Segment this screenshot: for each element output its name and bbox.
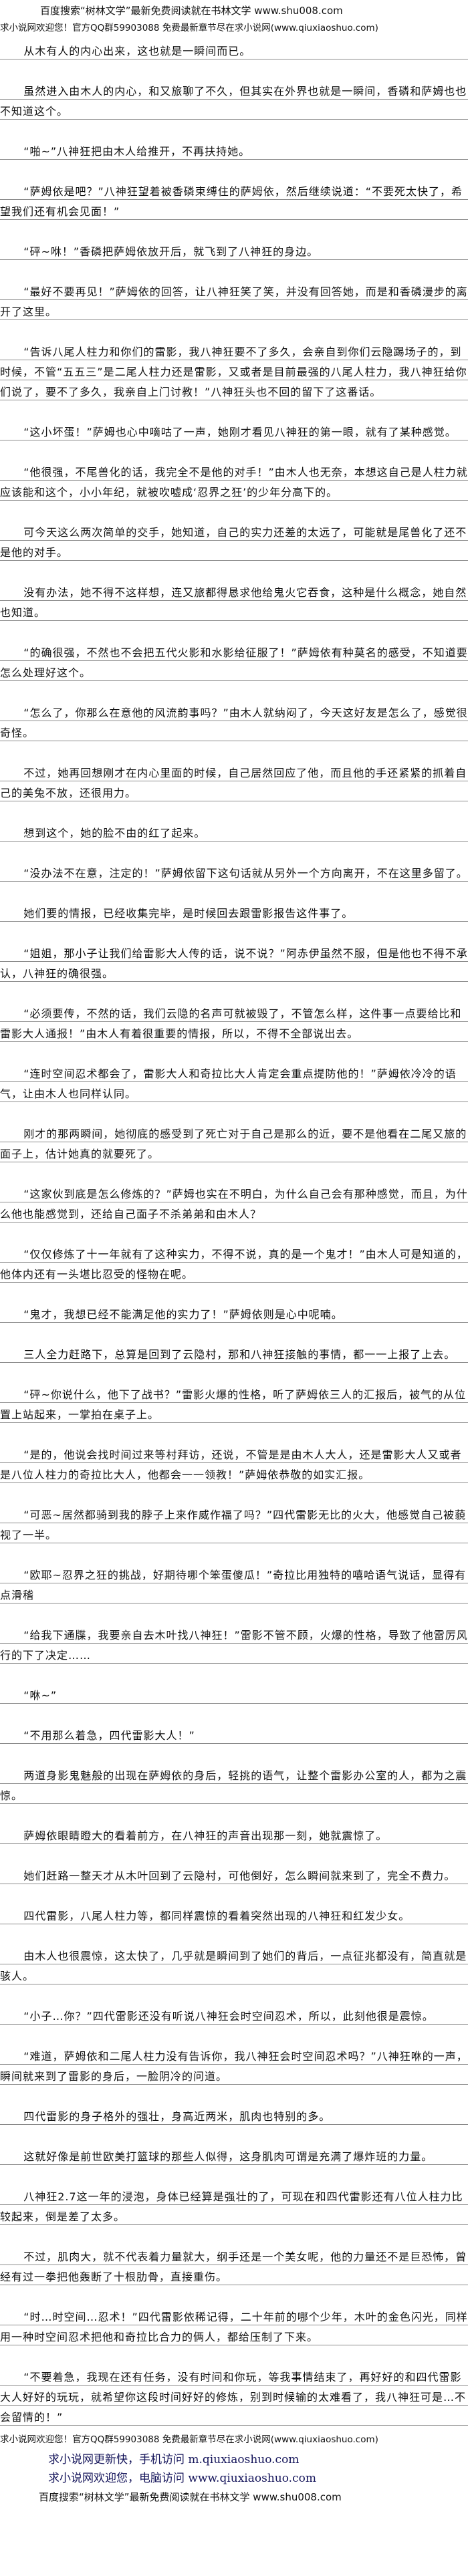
paragraph: 不过，肌肉大，就不代表着力量就大，纲手还是一个美女呢，他的力量还不是巨恐怖，曾经… [0,2247,468,2287]
paragraph: “难道，萨姆依和二尾人柱力没有告诉你，我八神狂会时空间忍术吗？”八神狂咻的一声，… [0,2047,468,2087]
paragraph: “啪~”八神狂把由木人给推开，不再扶持她。 [0,142,468,162]
paragraph: 不过，她再回想刚才在内心里面的时候，自己居然回应了他，而且他的手还紧紧的抓着自己… [0,763,468,803]
paragraph: “砰~咻！”香磷把萨姆依放开后，就飞到了八神狂的身边。 [0,242,468,262]
mobile-link[interactable]: 求小说网更新快，手机访问 m.qiuxiaoshuo.com [48,2453,300,2466]
paragraph: “给我下通牒，我要亲自去木叶找八神狂！”雷影不管不顾，火爆的性格，导致了他雷厉风… [0,1626,468,1666]
paragraph: “欧耶~忍界之狂的挑战，好期待哪个笨蛋傻瓜！”奇拉比用独特的嘻哈语气说话，显得有… [0,1565,468,1605]
chapter-body: 从木有人的内心出来，这也就是一瞬间而已。虽然进入由木人的内心，和又旅聊了不久，但… [0,41,468,2428]
paragraph: 由木人也很震惊，这太快了，几乎就是瞬间到了她们的背后，一点征兆都没有，简直就是骇… [0,1946,468,1986]
paragraph: 可今天这么两次简单的交手，她知道，自己的实力还差的太远了，可能就是尾兽化了还不是… [0,523,468,563]
paragraph: “怎么了，你那么在意他的风流韵事吗？”由木人就纳闷了，今天这好友是怎么了，感觉很… [0,703,468,743]
paragraph: 三人全力赶路下，总算是回到了云隐村，那和八神狂接触的事情，都一一上报了上去。 [0,1345,468,1365]
paragraph: “最好不要再见！”萨姆依的回答，让八神狂笑了笑，并没有回答她，而是和香磷漫步的离… [0,282,468,322]
paragraph: 她们赶路一整天才从木叶回到了云隐村，可他倒好，怎么瞬间就来到了，完全不费力。 [0,1866,468,1886]
paragraph: 四代雷影，八尾人柱力等，都同样震惊的看着突然出现的八神狂和红发少女。 [0,1906,468,1926]
paragraph: “姐姐，那小子让我们给雷影大人传的话，说不说？”阿赤伊虽然不服，但是他也不得不承… [0,944,468,984]
footer-welcome-line: 求小说网欢迎您！官方QQ群59903088 免费最新章节尽在求小说网(www.q… [0,2434,378,2445]
paragraph: “连时空间忍术都会了，雷影大人和奇拉比大人肯定会重点提防他的！”萨姆依冷冷的语气… [0,1064,468,1104]
paragraph: 萨姆依眼睛瞪大的看着前方，在八神狂的声音出现那一刻，她就震惊了。 [0,1826,468,1846]
paragraph: “不用那么着急，四代雷影大人！” [0,1726,468,1746]
paragraph: “鬼才，我想已经不能满足他的实力了！”萨姆依则是心中呢喃。 [0,1305,468,1325]
paragraph: “必须要传，不然的话，我们云隐的名声可就被毁了，不管怎么样，这件事一点要给比和雷… [0,1004,468,1044]
paragraph: 两道身影鬼魅般的出现在萨姆依的身后，轻挑的语气，让整个雷影办公室的人，都为之震惊… [0,1766,468,1806]
paragraph: 她们要的情报，已经收集完毕，是时候回去跟雷影报告这件事了。 [0,904,468,924]
paragraph: 从木有人的内心出来，这也就是一瞬间而已。 [0,41,468,61]
page-footer: 求小说网欢迎您！官方QQ群59903088 免费最新章节尽在求小说网(www.q… [0,2433,468,2508]
paragraph: “这家伙到底是怎么修炼的？”萨姆也实在不明白，为什么自己会有那种感觉，而且，为什… [0,1184,468,1225]
top-banner: 百度搜索“树林文学”最新免费阅读就在书林文学 www.shu008.com [40,5,343,17]
paragraph: “萨姆依是吧？”八神狂望着被香磷束缚住的萨姆依，然后继续说道：“不要死太快了，希… [0,182,468,222]
paragraph: 虽然进入由木人的内心，和又旅聊了不久，但其实在外界也就是一瞬间，香磷和萨姆也也不… [0,82,468,122]
desktop-link[interactable]: 求小说网欢迎您，电脑访问 www.qiuxiaoshuo.com [48,2472,316,2485]
paragraph: “的确很强，不然也不会把五代火影和水影给征服了！”萨姆依有种莫名的感受，不知道要… [0,643,468,683]
paragraph: “告诉八尾人柱力和你们的雷影，我八神狂要不了多久，会亲自到你们云隐踢场子的，到时… [0,342,468,402]
paragraph: “时…时空间…忍术！”四代雷影依稀记得，二十年前的哪个少年，木叶的金色闪光，同样… [0,2307,468,2347]
paragraph: “仅仅修炼了十一年就有了这种实力，不得不说，真的是一个鬼才！”由木人可是知道的，… [0,1245,468,1285]
paragraph: “小子…你？”四代雷影还没有听说八神狂会时空间忍术，所以，此刻他很是震惊。 [0,2007,468,2027]
paragraph: “这小坏蛋！”萨姆也心中嘀咕了一声，她刚才看见八神狂的第一眼，就有了某种感觉。 [0,422,468,442]
paragraph: 想到这个，她的脸不由的红了起来。 [0,823,468,844]
page-header: 百度搜索“树林文学”最新免费阅读就在书林文学 www.shu008.com 求小… [0,0,468,39]
paragraph: 这就好像是前世欧美打篮球的那些人似得，这身肌肉可谓是充满了爆炸班的力量。 [0,2147,468,2167]
paragraph: “没办法不在意，注定的！”萨姆依留下这句话就从另外一个方向离开，不在这里多留了。 [0,864,468,884]
paragraph: “是的，他说会找时间过来等村拜访，还说，不管是是由木人大人，还是雷影大人又或者是… [0,1445,468,1485]
paragraph: 八神狂2.7这一年的浸泡，身体已经算是强壮的了，可现在和四代雷影还有八位人柱力比… [0,2187,468,2227]
paragraph: “可恶~居然都骑到我的脖子上来作威作福了吗？”四代雷影无比的火大，他感觉自己被藐… [0,1505,468,1545]
welcome-line: 求小说网欢迎您！官方QQ群59903088 免费最新章节尽在求小说网(www.q… [0,23,378,33]
paragraph: 没有办法，她不得不这样想，连又旅都得恳求他给鬼火它吞食，这种是什么概念，她自然也… [0,583,468,623]
paragraph: “他很强，不尾兽化的话，我完全不是他的对手！”由木人也无奈，本想这自己是人柱力就… [0,463,468,503]
paragraph: 刚才的那两瞬间，她彻底的感受到了死亡对于自己是那么的近，要不是他看在二尾又旅的面… [0,1124,468,1164]
paragraph: 四代雷影的身子格外的强壮，身高近两米，肌肉也特别的多。 [0,2107,468,2127]
bottom-banner: 百度搜索“树林文学”最新免费阅读就在书林文学 www.shu008.com [39,2491,342,2503]
paragraph: “不要着急，我现在还有任务，没有时间和你玩，等我事情结束了，再好好的和四代雷影大… [0,2367,468,2428]
paragraph: “砰~你说什么，他下了战书？”雷影火爆的性格，听了萨姆依三人的汇报后，被气的从位… [0,1385,468,1425]
paragraph: “咻~” [0,1686,468,1706]
